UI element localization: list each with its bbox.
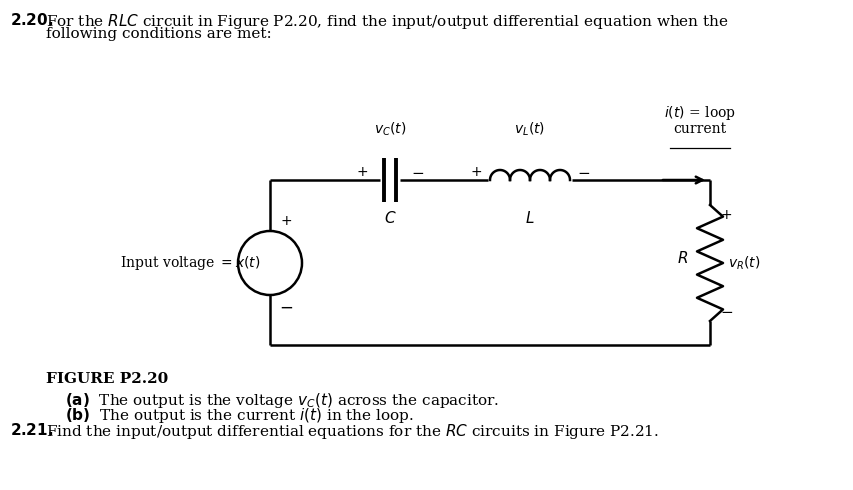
Text: FIGURE P2.20: FIGURE P2.20	[46, 372, 168, 386]
Text: $v_R(t)$: $v_R(t)$	[727, 254, 759, 271]
Text: $v_C(t)$: $v_C(t)$	[374, 121, 406, 138]
Text: current: current	[673, 122, 726, 136]
Text: $-$: $-$	[411, 165, 424, 179]
Text: $v_L(t)$: $v_L(t)$	[514, 121, 545, 138]
Text: following conditions are met:: following conditions are met:	[46, 27, 271, 41]
Text: Find the input/output differential equations for the $\mathit{RC}$ circuits in F: Find the input/output differential equat…	[46, 422, 658, 441]
Text: $+$: $+$	[469, 165, 481, 179]
Text: $C$: $C$	[383, 210, 396, 226]
Text: $\mathbf{(b)}$  The output is the current $i(t)$ in the loop.: $\mathbf{(b)}$ The output is the current…	[65, 406, 414, 425]
Text: $\mathbf{2.20.}$: $\mathbf{2.20.}$	[10, 12, 53, 28]
Text: Input voltage $= x(t)$: Input voltage $= x(t)$	[119, 254, 259, 272]
Text: $L$: $L$	[525, 210, 534, 226]
Text: For the $\mathit{RLC}$ circuit in Figure P2.20, find the input/output differenti: For the $\mathit{RLC}$ circuit in Figure…	[46, 12, 728, 31]
Text: $R$: $R$	[676, 250, 688, 266]
Text: $-$: $-$	[577, 165, 590, 179]
Text: $+$: $+$	[719, 208, 731, 222]
Text: $+$: $+$	[356, 165, 368, 179]
Text: $i(t)$ = loop: $i(t)$ = loop	[664, 104, 735, 122]
Text: $+$: $+$	[280, 214, 292, 228]
Text: $-$: $-$	[279, 298, 293, 316]
Text: $\mathbf{2.21.}$: $\mathbf{2.21.}$	[10, 422, 53, 438]
Text: $-$: $-$	[719, 304, 732, 318]
Text: $\mathbf{(a)}$  The output is the voltage $v_C(t)$ across the capacitor.: $\mathbf{(a)}$ The output is the voltage…	[65, 391, 499, 410]
